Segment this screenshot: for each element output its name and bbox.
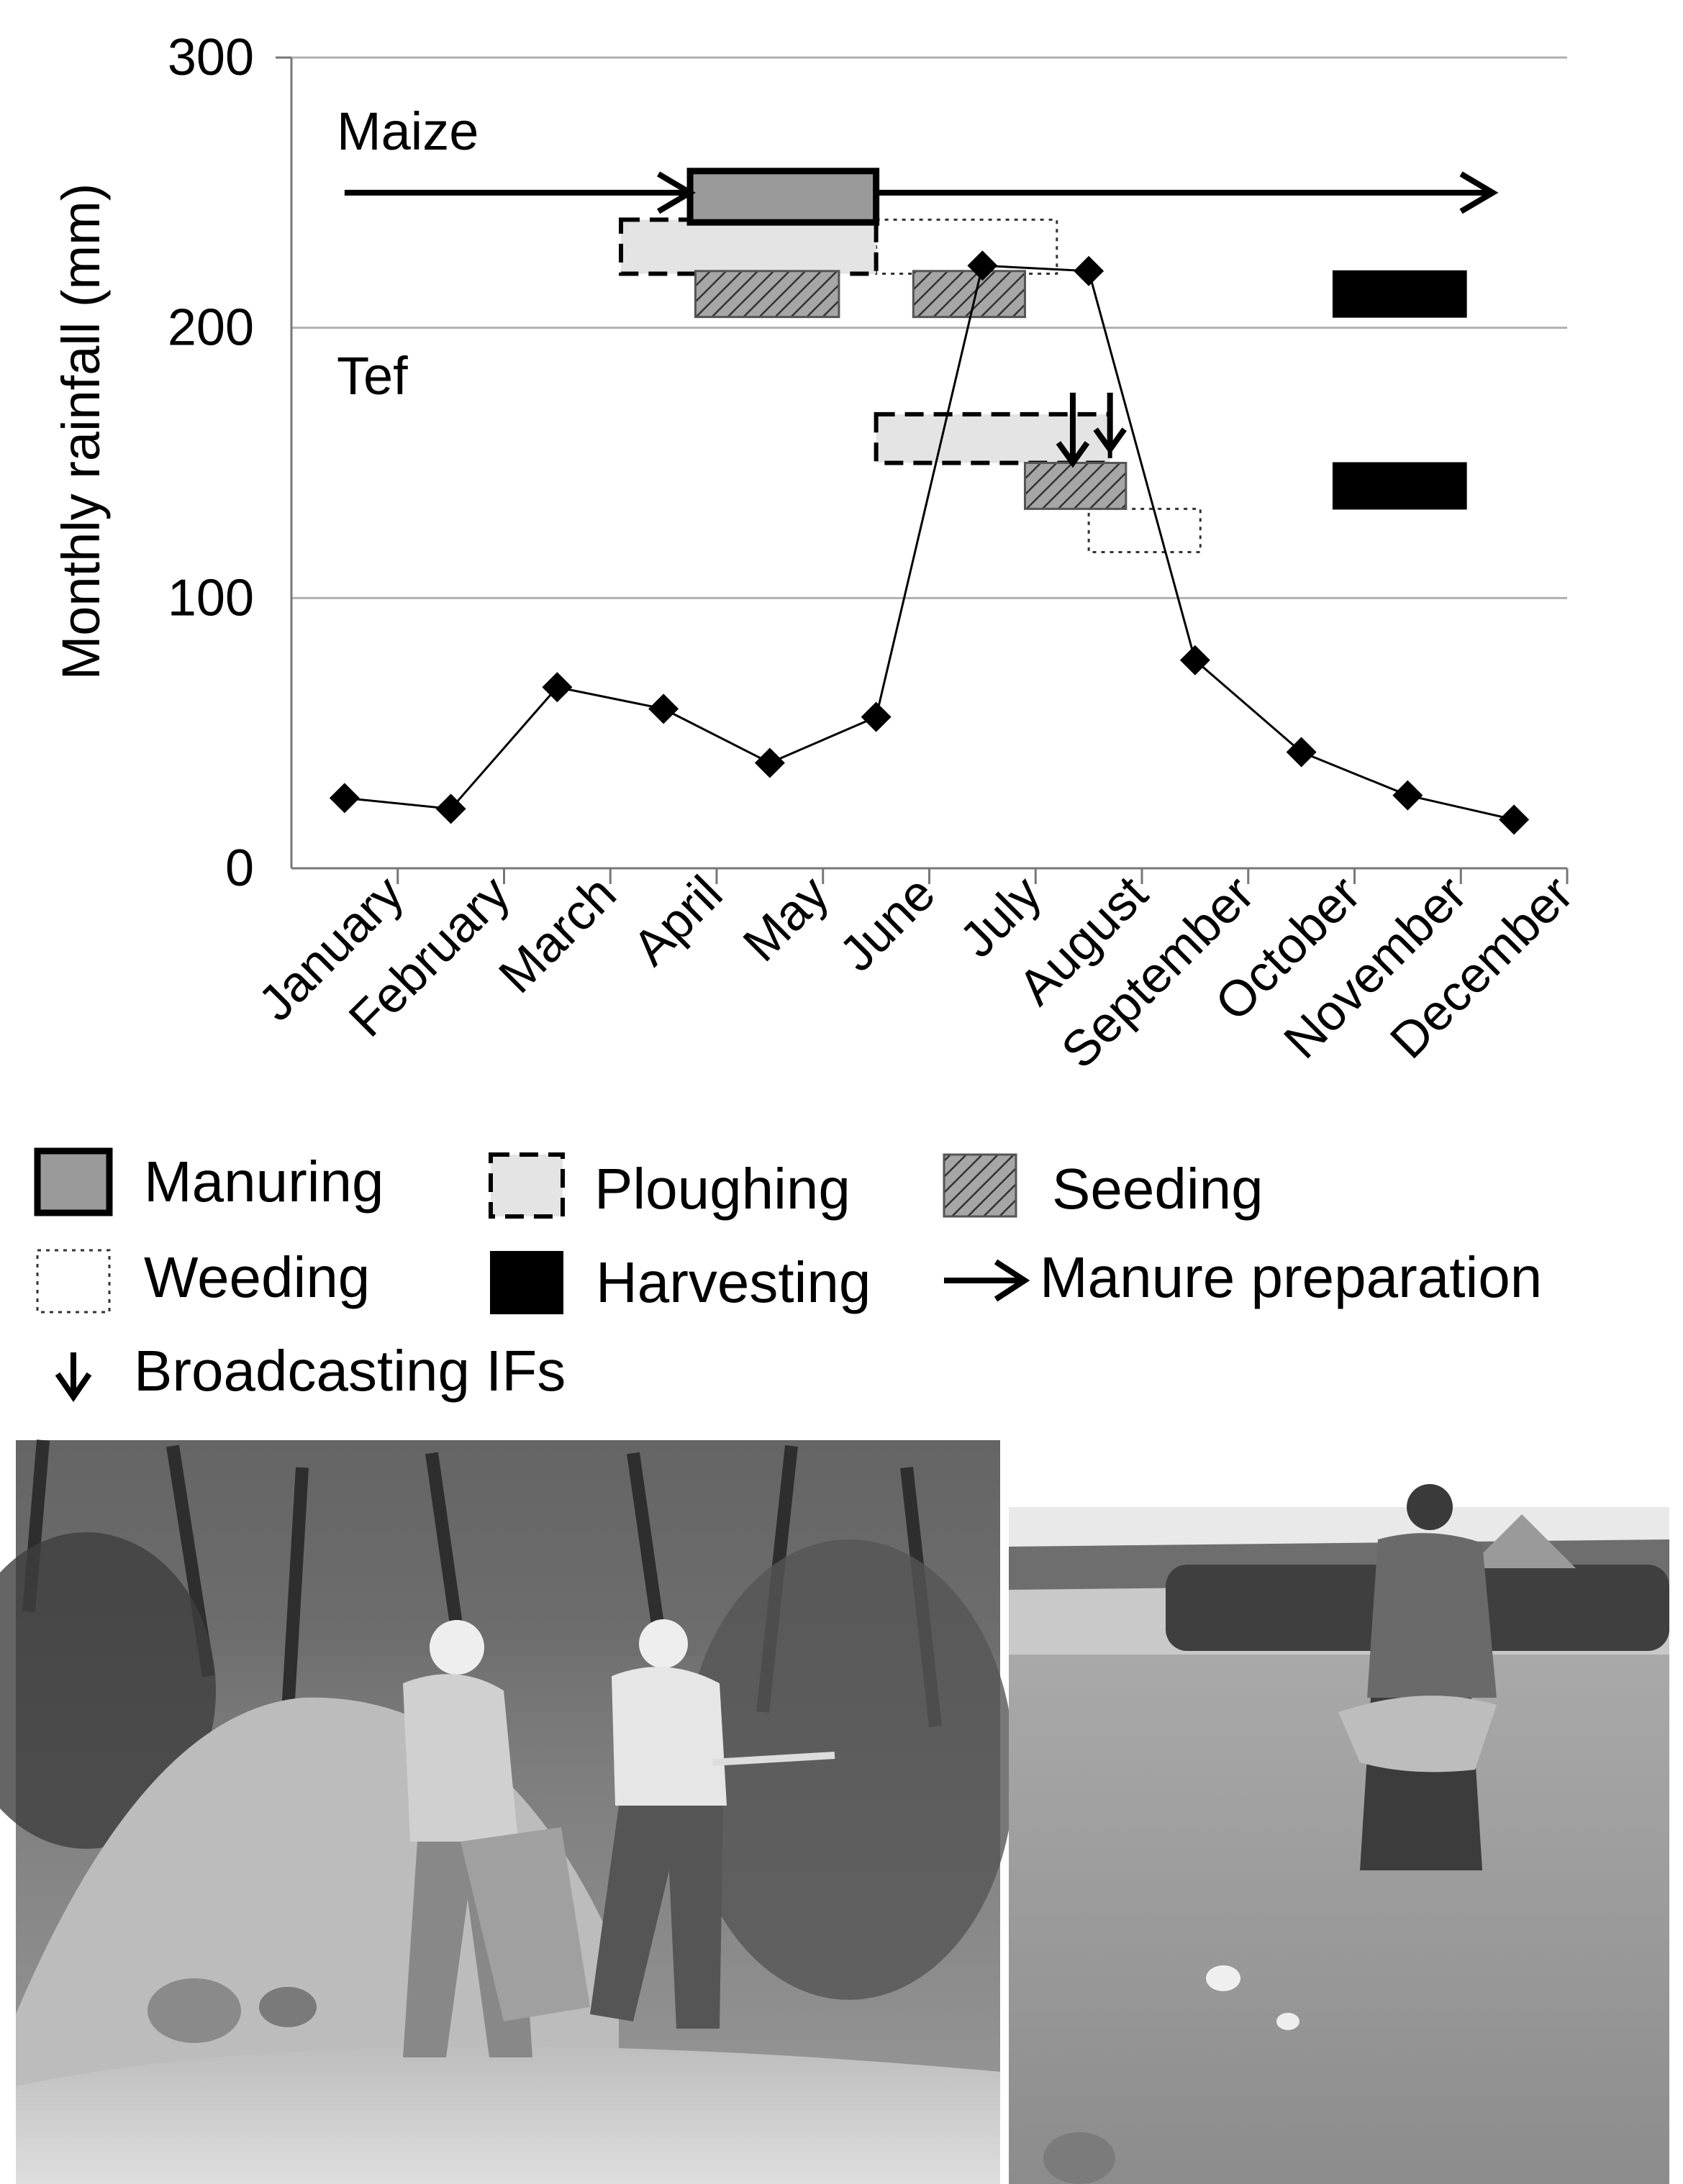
rainfall-point — [967, 250, 998, 281]
legend-label-weeding: Weeding — [144, 1245, 370, 1309]
legend-swatch-seeding — [943, 1153, 1017, 1218]
rainfall-point — [329, 783, 360, 814]
rainfall-point — [1499, 804, 1530, 835]
weeding-bar-tef — [1087, 507, 1202, 553]
rainfall-point — [1179, 645, 1210, 675]
manuring-bar-maize — [686, 168, 880, 226]
activity-bars — [344, 168, 1499, 553]
rainfall-point — [861, 701, 892, 732]
rainfall-line — [344, 264, 1515, 821]
x-tick-label: June — [829, 865, 945, 981]
rainfall-point — [754, 747, 785, 778]
seeding-bar-tef — [1023, 462, 1128, 510]
seeding-bar-maize — [694, 270, 840, 319]
crop-label-tef: Tef — [337, 346, 408, 406]
gridlines — [291, 56, 1567, 599]
photo-manure-preparation — [0, 1439, 1015, 2184]
manure-prep-arrow-head — [657, 171, 696, 214]
y-tick-labels: 0 100 200 300 — [168, 29, 254, 897]
legend-label-broadcasting: Broadcasting IFs — [134, 1339, 566, 1403]
legend-arrow-head — [994, 1259, 1030, 1302]
legend-down-arrow-head — [55, 1372, 92, 1403]
manure-prep-arrow-head — [1459, 171, 1499, 214]
legend-label-harvesting: Harvesting — [596, 1250, 871, 1314]
legend-swatch-manuring — [34, 1147, 113, 1216]
weeding-bar-maize — [875, 218, 1058, 276]
y-axis-label: Monthly rainfall (mm) — [51, 183, 111, 681]
legend-label-manuring: Manuring — [144, 1150, 384, 1214]
legend-label-ploughing: Ploughing — [594, 1157, 850, 1221]
legend-label-seeding: Seeding — [1052, 1157, 1264, 1221]
y-tick-label: 0 — [225, 840, 254, 897]
rainfall-series — [329, 250, 1530, 835]
y-tick-label: 200 — [168, 299, 254, 357]
legend-swatch-harvesting — [490, 1251, 563, 1314]
legend-swatch-weeding — [36, 1249, 111, 1314]
y-tick-label: 100 — [168, 569, 254, 627]
legend: Manuring Ploughing Seeding Weeding Harvestin… — [34, 1147, 1542, 1403]
photo-broadcasting — [1009, 1484, 1669, 2184]
y-tick-label: 300 — [168, 29, 254, 86]
rainfall-point — [542, 672, 573, 703]
crop-label-maize: Maize — [337, 101, 478, 161]
broadcasting-arrow-head — [1093, 427, 1127, 455]
rainfall-point — [1286, 737, 1317, 768]
seeding-bar-maize — [912, 270, 1026, 319]
harvesting-bar-tef — [1332, 462, 1467, 510]
rainfall-point — [435, 793, 466, 824]
rainfall-point — [648, 693, 679, 724]
ploughing-bar-maize — [619, 217, 879, 276]
broadcasting-arrow-head — [1056, 441, 1090, 468]
rainfall-point — [1392, 780, 1423, 811]
rainfall-point — [1074, 255, 1104, 286]
legend-label-manure-prep: Manure preparation — [1040, 1245, 1542, 1309]
axes — [276, 56, 1569, 884]
legend-swatch-ploughing — [489, 1152, 565, 1219]
x-tick-label: March — [488, 865, 627, 1004]
harvesting-bar-maize — [1332, 270, 1467, 318]
